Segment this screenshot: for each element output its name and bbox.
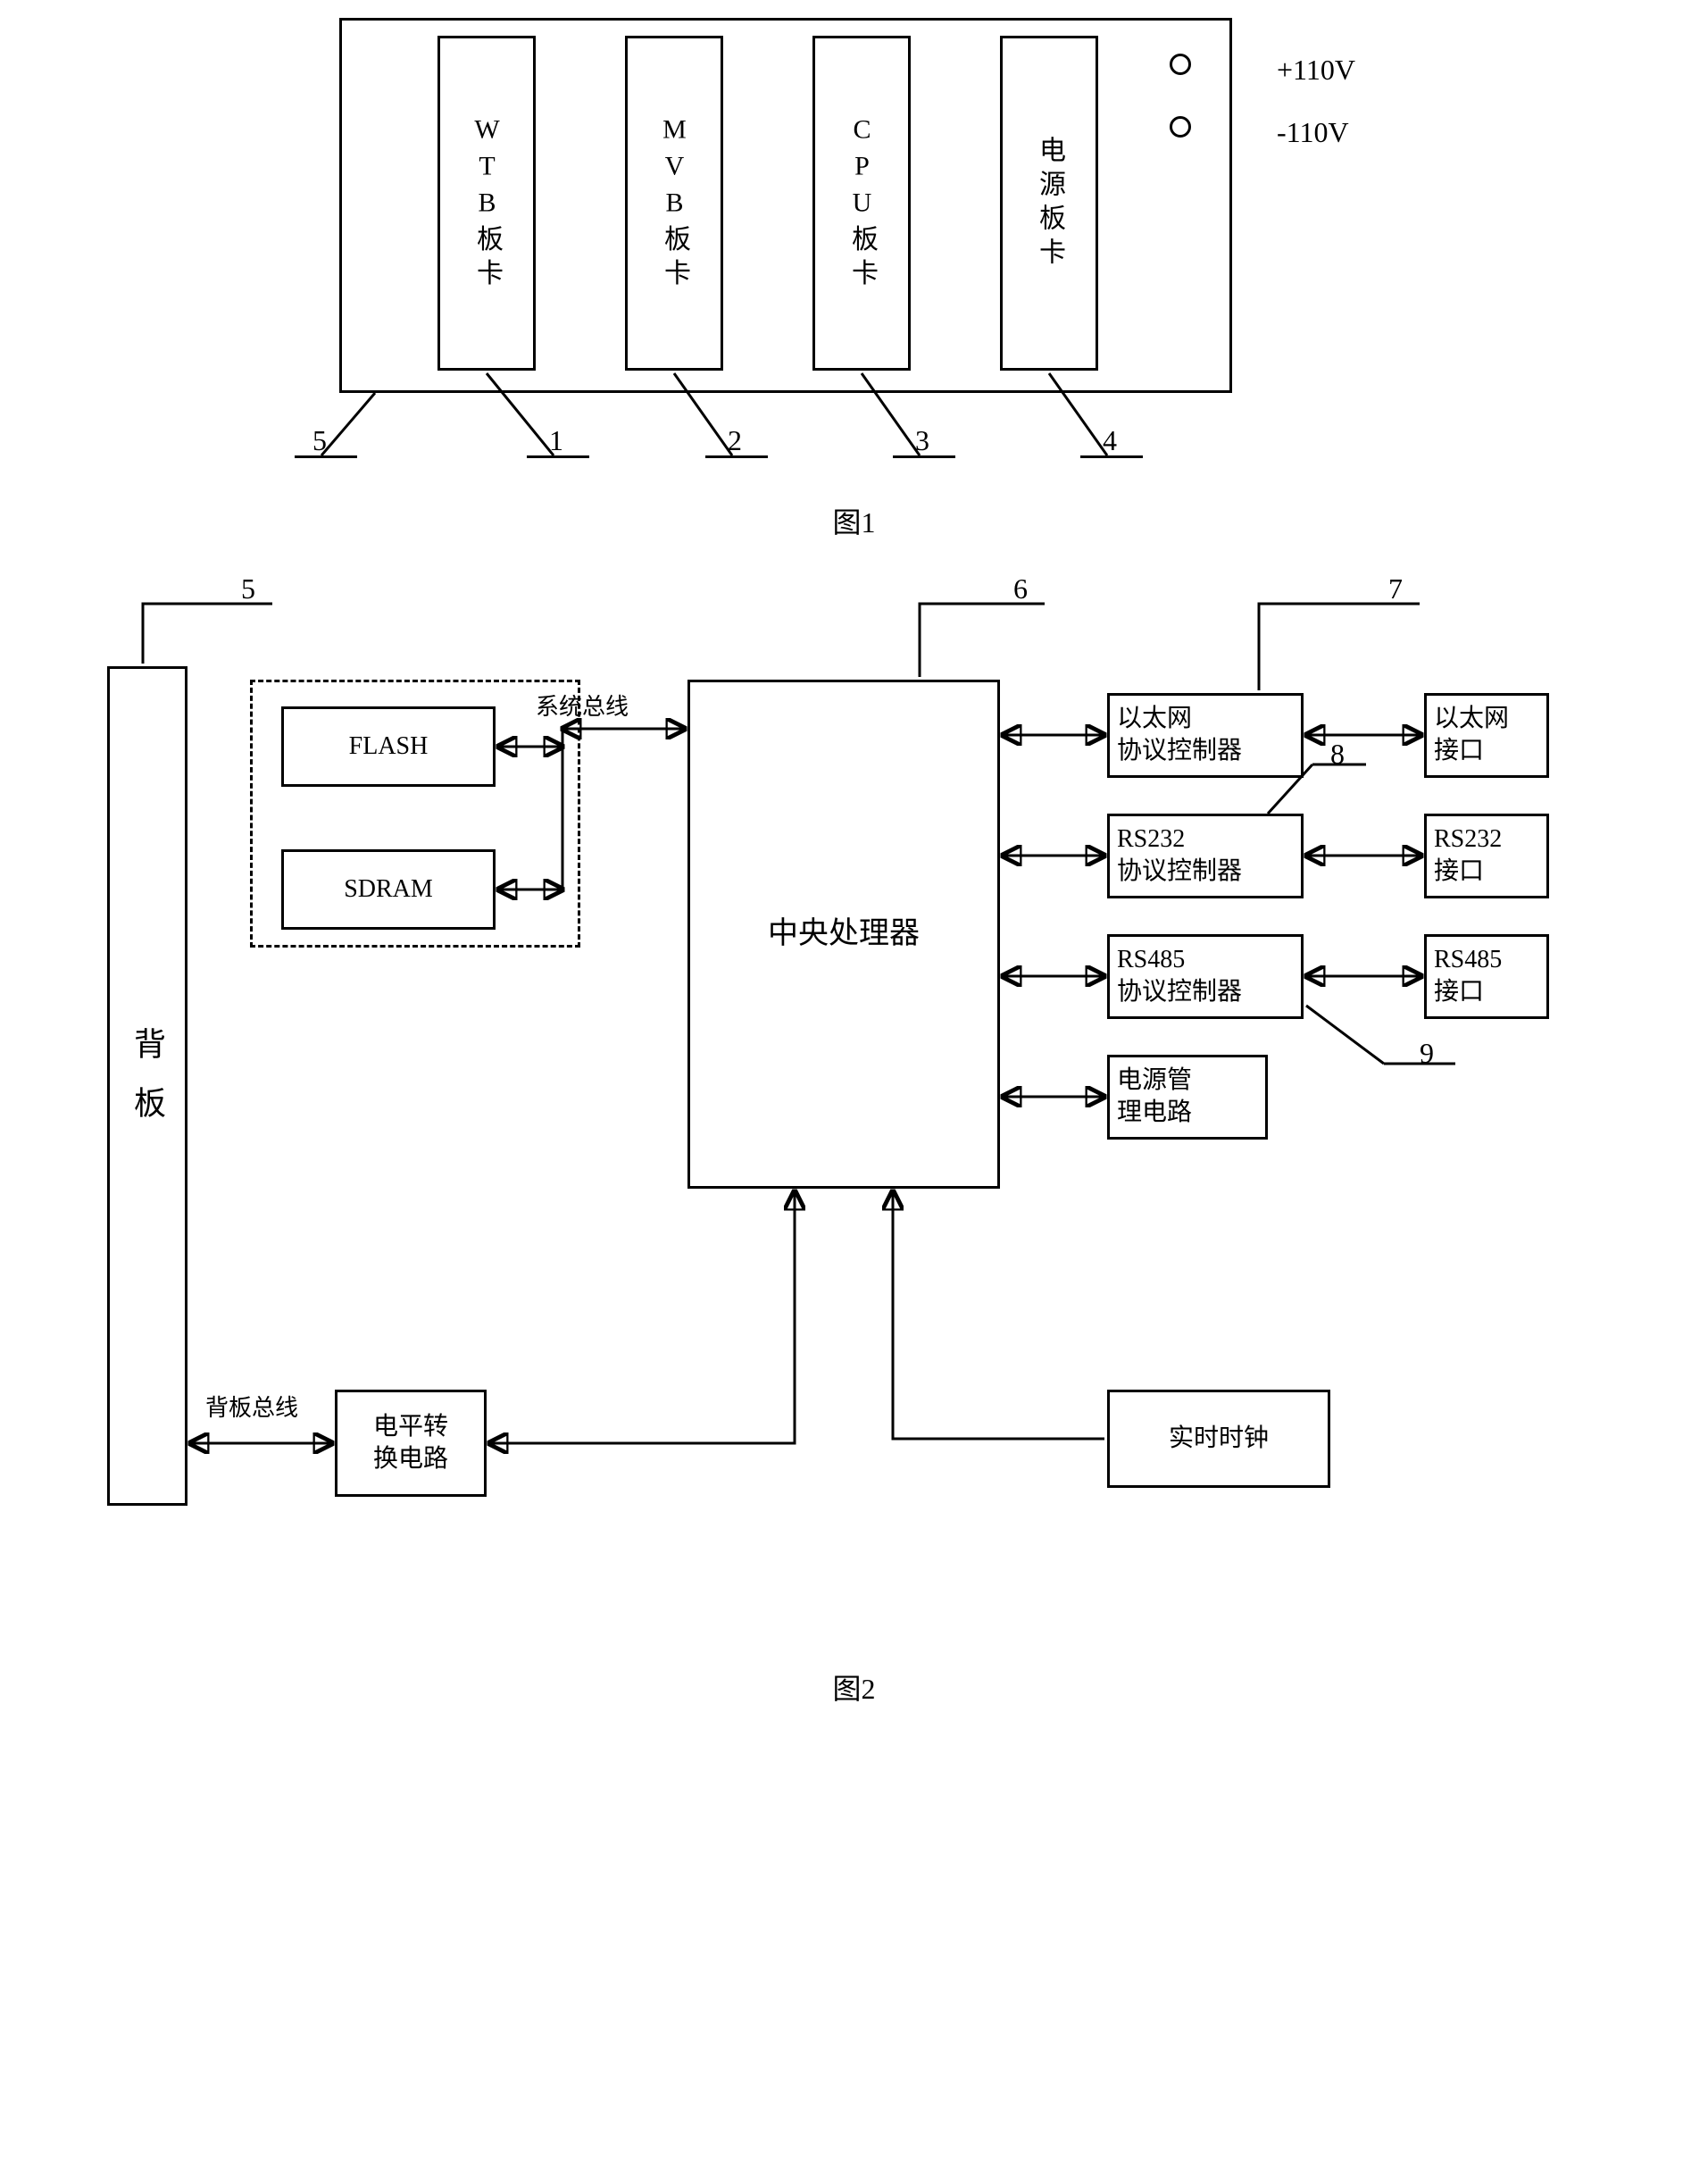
ref2: 2 [728,424,742,457]
fig2-caption: 图2 [18,1666,1690,1708]
rs485-ctrl-l1: RS485 [1117,946,1185,973]
rs485-if-box: RS485 接口 [1424,934,1549,1019]
figure-1: WTB板卡 MVB板卡 CPU板卡 电源板卡 +110V -110V 5 [18,18,1690,541]
pwr-mgmt-l2: 理电路 [1117,1098,1192,1126]
eth-if-l2: 接口 [1434,737,1484,764]
ref4: 4 [1103,424,1117,457]
sdram-label: SDRAM [344,873,433,906]
figure-2: 背板 FLASH SDRAM 中央处理器 以太网 协议控制器 以太网 接口 [18,577,1690,1708]
eth-if-box: 以太网 接口 [1424,693,1549,778]
ref7: 7 [1388,572,1403,606]
ref1: 1 [549,424,563,457]
level-conv-l1: 电平转 [373,1413,448,1441]
slot-power-label: 电源板卡 [1029,136,1069,271]
rs232-if-l2: 接口 [1434,857,1484,885]
eth-ctrl-l2: 协议控制器 [1117,737,1242,764]
slot-wtb: WTB板卡 [437,36,536,371]
flash-box: FLASH [281,706,496,787]
backplane-label: 背板 [124,1027,171,1145]
rs485-if-l2: 接口 [1434,978,1484,1006]
level-conv-box: 电平转 换电路 [335,1390,487,1497]
terminal-pos [1170,54,1191,75]
fig2-container: 背板 FLASH SDRAM 中央处理器 以太网 协议控制器 以太网 接口 [107,577,1625,1649]
ref5-b: 5 [241,572,255,606]
ref6: 6 [1013,572,1028,606]
fig1-container: WTB板卡 MVB板卡 CPU板卡 电源板卡 +110V -110V 5 [286,18,1357,482]
cpu-box: 中央处理器 [687,680,1000,1189]
pwr-mgmt-box: 电源管 理电路 [1107,1055,1268,1140]
pwr-mgmt-l1: 电源管 [1117,1066,1192,1094]
rs232-if-l1: RS232 [1434,825,1502,853]
rtc-box: 实时时钟 [1107,1390,1330,1488]
slot-cpu: CPU板卡 [812,36,911,371]
rs232-ctrl-box: RS232 协议控制器 [1107,814,1304,898]
rs232-ctrl-l2: 协议控制器 [1117,857,1242,885]
slot-wtb-label: WTB板卡 [467,114,506,292]
ref5: 5 [312,424,327,457]
rtc-label: 实时时钟 [1169,1423,1269,1455]
eth-if-l1: 以太网 [1434,705,1509,732]
slot-cpu-label: CPU板卡 [842,114,881,292]
slot-mvb: MVB板卡 [625,36,723,371]
ref3: 3 [915,424,929,457]
volt-pos-label: +110V [1277,54,1355,87]
eth-ctrl-l1: 以太网 [1117,705,1192,732]
flash-label: FLASH [349,731,429,763]
rs232-ctrl-l1: RS232 [1117,825,1185,853]
volt-neg-label: -110V [1277,116,1349,149]
rs485-if-l1: RS485 [1434,946,1502,973]
rs485-ctrl-box: RS485 协议控制器 [1107,934,1304,1019]
sysbus-label: 系统总线 [536,689,629,722]
ref9: 9 [1420,1037,1434,1070]
terminal-neg [1170,116,1191,138]
slot-power: 电源板卡 [1000,36,1098,371]
cpu-label: 中央处理器 [768,915,920,954]
eth-ctrl-box: 以太网 协议控制器 [1107,693,1304,778]
rs485-ctrl-l2: 协议控制器 [1117,978,1242,1006]
slot-mvb-label: MVB板卡 [654,114,694,292]
backplane-box: 背板 [107,666,187,1506]
sdram-box: SDRAM [281,849,496,930]
level-conv-l2: 换电路 [373,1445,448,1473]
rs232-if-box: RS232 接口 [1424,814,1549,898]
fig1-caption: 图1 [18,500,1690,541]
bpbus-label: 背板总线 [205,1390,298,1423]
ref8: 8 [1330,738,1345,771]
